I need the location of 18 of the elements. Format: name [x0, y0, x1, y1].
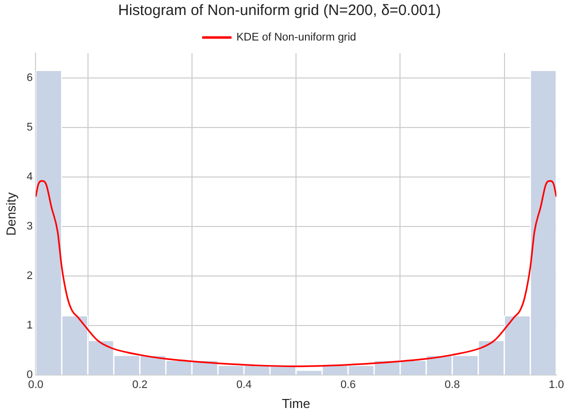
x-tick-label: 0.4 — [236, 378, 252, 391]
x-axis-title: Time — [282, 396, 310, 411]
x-tick-label: 1.0 — [548, 378, 564, 391]
line-series — [36, 180, 556, 368]
y-tick-label: 4 — [26, 170, 33, 183]
y-tick-label: 2 — [26, 270, 33, 282]
x-tick-label: 0.0 — [28, 378, 44, 391]
legend-label: KDE of Non-uniform grid — [236, 32, 356, 44]
y-tick-label: 6 — [26, 72, 33, 84]
x-tick-label: 0.6 — [340, 378, 356, 391]
y-tick-label: 1 — [26, 320, 33, 332]
y-axis-title: Density — [3, 192, 18, 236]
y-tick-label: 3 — [26, 220, 33, 233]
chart-title: Histogram of Non-uniform grid (N=200, δ=0.001) — [118, 2, 441, 20]
x-tick-label: 0.8 — [444, 378, 460, 391]
x-tick-label: 0.2 — [132, 378, 148, 391]
y-tick-label: 5 — [26, 121, 33, 134]
y-tick-label: 0 — [26, 369, 33, 382]
